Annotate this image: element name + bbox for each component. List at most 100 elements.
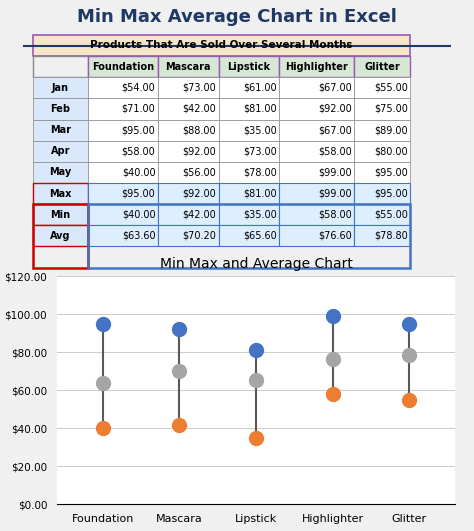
- Text: $99.00: $99.00: [318, 189, 352, 199]
- FancyBboxPatch shape: [219, 162, 279, 183]
- Text: $81.00: $81.00: [243, 104, 277, 114]
- Text: Max: Max: [49, 189, 72, 199]
- FancyBboxPatch shape: [158, 162, 219, 183]
- FancyBboxPatch shape: [354, 183, 410, 204]
- Text: $63.60: $63.60: [122, 231, 155, 241]
- Text: $55.00: $55.00: [374, 210, 408, 220]
- Avg: [99, 379, 107, 388]
- FancyBboxPatch shape: [354, 162, 410, 183]
- Max: [175, 325, 183, 333]
- Avg: [252, 375, 260, 384]
- Text: $78.80: $78.80: [374, 231, 408, 241]
- Text: $95.00: $95.00: [122, 125, 155, 135]
- Text: $65.60: $65.60: [243, 231, 277, 241]
- Text: $99.00: $99.00: [318, 167, 352, 177]
- Text: Min Max Average Chart in Excel: Min Max Average Chart in Excel: [77, 7, 397, 25]
- Text: $92.00: $92.00: [182, 146, 216, 156]
- FancyBboxPatch shape: [279, 56, 354, 77]
- Text: Feb: Feb: [50, 104, 71, 114]
- FancyBboxPatch shape: [354, 98, 410, 119]
- Max: [99, 320, 107, 328]
- FancyBboxPatch shape: [88, 204, 158, 225]
- Text: $76.60: $76.60: [318, 231, 352, 241]
- Max: [329, 312, 337, 320]
- Text: Apr: Apr: [51, 146, 70, 156]
- Text: $80.00: $80.00: [374, 146, 408, 156]
- FancyBboxPatch shape: [279, 162, 354, 183]
- Text: $67.00: $67.00: [318, 83, 352, 93]
- FancyBboxPatch shape: [279, 225, 354, 246]
- Text: $55.00: $55.00: [374, 83, 408, 93]
- FancyBboxPatch shape: [88, 77, 158, 98]
- FancyBboxPatch shape: [219, 183, 279, 204]
- FancyBboxPatch shape: [279, 98, 354, 119]
- FancyBboxPatch shape: [158, 98, 219, 119]
- Text: $54.00: $54.00: [122, 83, 155, 93]
- FancyBboxPatch shape: [33, 77, 88, 98]
- FancyBboxPatch shape: [354, 119, 410, 141]
- Text: $95.00: $95.00: [374, 167, 408, 177]
- FancyBboxPatch shape: [33, 141, 88, 162]
- Text: $56.00: $56.00: [182, 167, 216, 177]
- FancyBboxPatch shape: [279, 141, 354, 162]
- Text: $58.00: $58.00: [318, 146, 352, 156]
- Text: $70.20: $70.20: [182, 231, 216, 241]
- FancyBboxPatch shape: [354, 204, 410, 225]
- FancyBboxPatch shape: [219, 141, 279, 162]
- FancyBboxPatch shape: [219, 98, 279, 119]
- Text: $40.00: $40.00: [122, 210, 155, 220]
- Text: $35.00: $35.00: [243, 125, 277, 135]
- FancyBboxPatch shape: [279, 119, 354, 141]
- Text: $73.00: $73.00: [182, 83, 216, 93]
- FancyBboxPatch shape: [354, 225, 410, 246]
- Avg: [175, 366, 183, 375]
- Max: [252, 346, 260, 355]
- Min: [329, 390, 337, 398]
- Text: $92.00: $92.00: [318, 104, 352, 114]
- FancyBboxPatch shape: [354, 56, 410, 77]
- FancyBboxPatch shape: [158, 56, 219, 77]
- Text: Foundation: Foundation: [91, 62, 154, 72]
- Min: [405, 396, 413, 404]
- Text: $89.00: $89.00: [374, 125, 408, 135]
- FancyBboxPatch shape: [33, 225, 88, 246]
- Text: $81.00: $81.00: [243, 189, 277, 199]
- FancyBboxPatch shape: [158, 77, 219, 98]
- Text: Highlighter: Highlighter: [285, 62, 348, 72]
- Min: [252, 434, 260, 442]
- Avg: [405, 350, 413, 359]
- Text: $61.00: $61.00: [243, 83, 277, 93]
- Text: $35.00: $35.00: [243, 210, 277, 220]
- FancyBboxPatch shape: [33, 35, 410, 56]
- Text: $40.00: $40.00: [122, 167, 155, 177]
- FancyBboxPatch shape: [219, 77, 279, 98]
- FancyBboxPatch shape: [88, 119, 158, 141]
- Text: $75.00: $75.00: [374, 104, 408, 114]
- FancyBboxPatch shape: [158, 204, 219, 225]
- Text: $67.00: $67.00: [318, 125, 352, 135]
- FancyBboxPatch shape: [88, 183, 158, 204]
- FancyBboxPatch shape: [158, 119, 219, 141]
- Text: $58.00: $58.00: [122, 146, 155, 156]
- FancyBboxPatch shape: [33, 56, 88, 77]
- Avg: [329, 355, 337, 363]
- FancyBboxPatch shape: [33, 183, 88, 204]
- FancyBboxPatch shape: [158, 141, 219, 162]
- Text: Glitter: Glitter: [364, 62, 400, 72]
- Title: Min Max and Average Chart: Min Max and Average Chart: [160, 257, 352, 271]
- FancyBboxPatch shape: [279, 183, 354, 204]
- FancyBboxPatch shape: [354, 77, 410, 98]
- Text: Lipstick: Lipstick: [228, 62, 270, 72]
- Text: Mascara: Mascara: [165, 62, 211, 72]
- FancyBboxPatch shape: [33, 204, 88, 225]
- Text: Products That Are Sold Over Several Months: Products That Are Sold Over Several Mont…: [91, 40, 353, 50]
- Text: $78.00: $78.00: [243, 167, 277, 177]
- FancyBboxPatch shape: [33, 98, 88, 119]
- FancyBboxPatch shape: [33, 119, 88, 141]
- FancyBboxPatch shape: [279, 204, 354, 225]
- Min: [99, 424, 107, 433]
- Text: $42.00: $42.00: [182, 104, 216, 114]
- FancyBboxPatch shape: [88, 225, 158, 246]
- FancyBboxPatch shape: [33, 162, 88, 183]
- Min: [175, 421, 183, 429]
